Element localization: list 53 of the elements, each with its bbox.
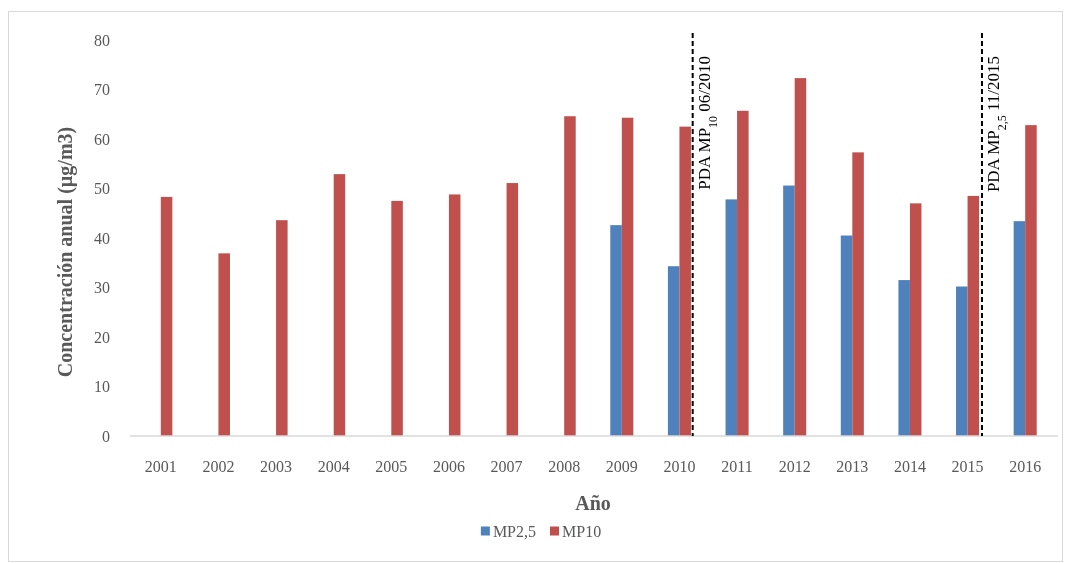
x-tick-label: 2004 xyxy=(317,458,350,475)
x-tick-label: 2005 xyxy=(375,458,408,475)
legend-label: MP2,5 xyxy=(492,522,536,540)
bar xyxy=(725,199,738,436)
x-tick-label: 2006 xyxy=(432,458,465,475)
x-tick-label: 2016 xyxy=(1009,458,1042,475)
x-tick-label: 2002 xyxy=(202,458,235,475)
x-tick-label: 2010 xyxy=(663,458,696,475)
bar xyxy=(852,152,864,436)
y-tick-label: 10 xyxy=(94,378,110,396)
bar xyxy=(898,280,910,436)
bar xyxy=(967,195,980,436)
y-tick-label: 40 xyxy=(94,229,110,247)
y-tick-label: 30 xyxy=(94,279,110,297)
bar xyxy=(794,78,807,436)
x-axis-title: Año xyxy=(575,492,611,514)
bar xyxy=(679,126,691,436)
y-tick-label: 60 xyxy=(94,130,110,148)
y-tick-label: 20 xyxy=(94,328,110,346)
bar xyxy=(610,225,622,436)
y-tick-label: 50 xyxy=(94,180,110,198)
legend-label: MP10 xyxy=(562,522,602,540)
y-tick-label: 80 xyxy=(94,31,110,49)
bar xyxy=(621,117,634,436)
bar xyxy=(1025,125,1037,436)
y-axis-title: Concentración anual (µg/m3) xyxy=(54,126,77,378)
bar xyxy=(333,174,346,436)
bar xyxy=(564,116,576,436)
bar xyxy=(956,286,968,436)
x-tick-label: 2009 xyxy=(605,458,638,475)
bar xyxy=(1013,221,1026,436)
bar xyxy=(160,196,173,436)
x-tick-label: 2008 xyxy=(548,458,581,475)
x-tick-label: 2001 xyxy=(144,458,177,475)
y-tick-label: 0 xyxy=(102,427,110,445)
bar xyxy=(783,185,795,436)
bar xyxy=(737,110,749,436)
bar xyxy=(448,194,461,436)
x-tick-label: 2012 xyxy=(778,458,811,475)
x-tick-label: 2015 xyxy=(951,458,984,475)
x-tick-label: 2007 xyxy=(490,458,523,475)
bar xyxy=(506,183,519,436)
x-tick-label: 2014 xyxy=(893,458,926,475)
bar xyxy=(218,253,230,436)
bar xyxy=(391,200,403,436)
x-tick-label: 2003 xyxy=(260,458,293,475)
x-tick-label: 2013 xyxy=(836,458,869,475)
y-tick-label: 70 xyxy=(94,81,110,99)
x-tick-label: 2011 xyxy=(721,458,753,475)
bar xyxy=(909,203,922,436)
bar xyxy=(667,266,680,436)
bar xyxy=(276,220,288,436)
bar xyxy=(840,235,853,436)
